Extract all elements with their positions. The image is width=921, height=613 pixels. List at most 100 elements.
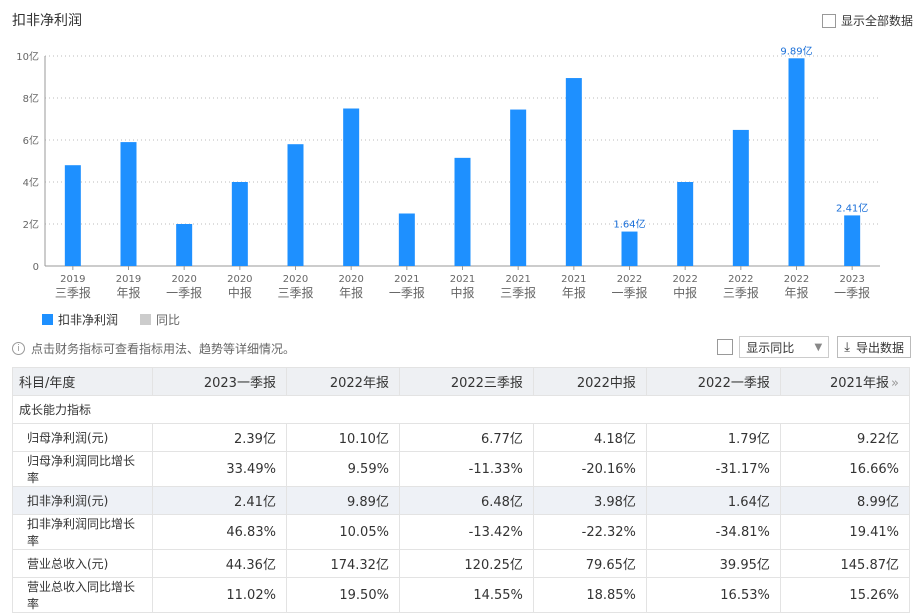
table-cell: 16.53% [645,577,781,613]
bar[interactable] [844,215,861,266]
table-cell: 16.66% [779,451,911,487]
bar[interactable] [287,144,304,266]
row-label[interactable]: 扣非净利润(元) [12,486,153,515]
x-tick-label-year: 2021 [394,274,419,285]
financial-table: 科目/年度 2023一季报 2022年报 2022三季报 2022中报 2022… [12,367,911,613]
show-all-checkbox[interactable] [821,13,836,28]
y-tick-label: 4亿 [23,176,39,189]
table-row: 扣非净利润同比增长率 46.83% 10.05% -13.42% -22.32% -34.… [12,514,911,550]
data-label: 2.41亿 [836,201,868,214]
x-tick-label-year: 2022 [784,274,809,285]
table-cell: 10.05% [285,514,400,550]
table-cell: 9.89亿 [285,486,400,515]
chevron-down-icon: ▼ [814,341,823,353]
table-row: 营业总收入(元) 44.36亿 174.32亿 120.25亿 79.65亿 39.95亿… [12,549,911,578]
x-tick-label-period: 年报 [784,285,808,300]
bar[interactable] [454,157,471,266]
bar[interactable] [176,224,193,266]
compare-select-value: 显示同比 [746,340,795,355]
row-label[interactable]: 归母净利润同比增长率 [12,451,153,487]
x-tick-label-year: 2023 [839,274,864,285]
info-icon: i [12,342,25,355]
table-cell: 8.99亿 [779,486,911,515]
x-tick-label-year: 2020 [338,274,363,285]
table-cell: 9.22亿 [779,423,911,452]
chevron-right-double-icon[interactable]: » [891,376,899,391]
table-cell: -22.32% [532,514,647,550]
column-header[interactable]: 2022中报 [532,367,647,396]
row-label[interactable]: 扣非净利润同比增长率 [12,514,153,550]
export-data-button[interactable]: ⤓ 导出数据 [837,336,911,358]
legend-label-yoy: 同比 [156,313,181,327]
bar[interactable] [64,165,81,266]
bar-chart: 02亿4亿6亿8亿10亿2019三季报2019年报2020一季报2020中报20… [16,44,880,300]
x-tick-label-year: 2020 [283,274,308,285]
row-label[interactable]: 营业总收入(元) [12,549,153,578]
x-tick-label-period: 三季报 [500,285,536,300]
table-row: 归母净利润同比增长率 33.49% 9.59% -11.33% -20.16% -31.1… [12,451,911,487]
y-tick-label: 10亿 [16,50,39,63]
compare-select[interactable]: 显示同比 ▼ [739,336,830,358]
table-cell: 2.41亿 [152,486,287,515]
y-tick-label: 6亿 [23,134,39,147]
column-header[interactable]: 2023一季报 [152,367,287,396]
bar[interactable] [231,182,248,266]
row-label[interactable]: 营业总收入同比增长率 [12,577,153,613]
table-cell: 1.64亿 [645,486,781,515]
x-tick-label-year: 2020 [171,274,196,285]
table-row: 营业总收入同比增长率 11.02% 19.50% 14.55% 18.85% 16.53%… [12,577,911,613]
table-row: 扣非净利润(元) 2.41亿 9.89亿 6.48亿 3.98亿 1.64亿 8.99亿 [12,486,911,515]
info-tip-text: 点击财务指标可查看指标用法、趋势等详细情况。 [31,342,296,356]
bar[interactable] [343,108,360,267]
column-header-last[interactable]: 2021年报» [779,367,911,396]
chart-title: 扣非净利润 [12,13,82,29]
table-cell: 4.18亿 [532,423,647,452]
x-tick-label-year: 2019 [116,274,141,285]
x-tick-label-year: 2021 [505,274,530,285]
x-tick-label-period: 中报 [450,285,474,300]
table-cell: -31.17% [645,451,781,487]
section-title: 成长能力指标 [12,395,910,424]
table-cell: -11.33% [398,451,534,487]
column-header[interactable]: 2022年报 [285,367,400,396]
x-tick-label-year: 2019 [60,274,85,285]
legend-item-deducted-profit[interactable]: 扣非净利润 [42,311,118,328]
download-icon: ⤓ [844,339,850,355]
bar[interactable] [120,142,137,266]
bar[interactable] [677,182,694,266]
table-cell: 9.59% [285,451,400,487]
table-cell: -13.42% [398,514,534,550]
x-tick-label-period: 一季报 [166,285,202,300]
table-cell: 1.79亿 [645,423,781,452]
table-cell: 10.10亿 [285,423,400,452]
x-tick-label-year: 2020 [227,274,252,285]
table-cell: 14.55% [398,577,534,613]
x-tick-label-period: 年报 [116,285,140,300]
show-all-label: 显示全部数据 [840,14,913,28]
column-header[interactable]: 2022一季报 [645,367,781,396]
x-tick-label-year: 2022 [728,274,753,285]
y-tick-label: 2亿 [23,218,39,231]
table-cell: 2.39亿 [152,423,287,452]
bar[interactable] [565,78,582,266]
table-cell: 145.87亿 [779,549,911,578]
table-cell: 46.83% [152,514,287,550]
table-row: 归母净利润(元) 2.39亿 10.10亿 6.77亿 4.18亿 1.79亿 9.22亿 [12,423,911,452]
bar[interactable] [621,231,638,266]
chart-legend: 扣非净利润 同比 [42,311,202,328]
bar[interactable] [788,58,805,266]
legend-item-yoy[interactable]: 同比 [140,311,180,328]
table-cell: 6.48亿 [398,486,534,515]
x-tick-label-period: 三季报 [723,285,759,300]
show-all-data-toggle[interactable]: 显示全部数据 [821,12,913,29]
x-tick-label-period: 中报 [673,285,697,300]
toolbar-checkbox[interactable] [717,339,734,355]
bar[interactable] [732,129,749,266]
bar[interactable] [398,213,415,267]
table-cell: 3.98亿 [532,486,647,515]
bar[interactable] [510,109,527,266]
row-label[interactable]: 归母净利润(元) [12,423,153,452]
column-header[interactable]: 2022三季报 [398,367,534,396]
section-row: 成长能力指标 [12,395,910,424]
table-cell: 39.95亿 [645,549,781,578]
